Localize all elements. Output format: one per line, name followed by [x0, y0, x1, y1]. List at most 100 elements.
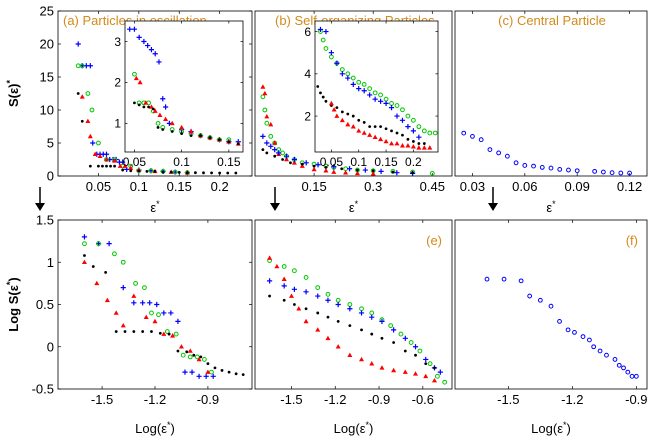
panel-a-inset-xtick-label: 0.1 — [173, 155, 190, 169]
panel-f-point — [587, 337, 592, 343]
panel-b-point — [264, 114, 270, 119]
panel-b-point — [261, 148, 265, 152]
panel-b-point — [356, 168, 359, 172]
panel-e-title: (e) — [426, 233, 442, 248]
panel-c-point — [539, 165, 545, 170]
panel-b-point — [268, 134, 274, 139]
panel-b-inset-point — [416, 124, 422, 130]
panel-d-point — [234, 372, 238, 376]
panel-e-point — [392, 341, 396, 344]
panel-d-point — [158, 331, 162, 335]
panel-b-point — [324, 166, 328, 169]
panel-d-point — [170, 333, 176, 338]
panel-b-inset-point — [416, 145, 422, 150]
panel-a-point — [169, 170, 173, 174]
panel-a-inset-point — [133, 101, 136, 105]
panel-f-point — [633, 373, 639, 379]
panel-d-point — [154, 301, 160, 308]
panel-f-point — [597, 348, 603, 354]
panel-d-point — [104, 297, 110, 303]
panel-e-point — [413, 371, 419, 376]
panel-f-point — [621, 365, 626, 371]
panel-a-point — [101, 164, 104, 168]
panel-c-point — [461, 130, 467, 136]
panel-b-point — [268, 121, 274, 127]
panel-e-point — [325, 297, 331, 303]
panel-a-inset-point — [161, 128, 165, 131]
panel-b-inset-point — [361, 81, 367, 87]
panel-c-title: (c) Central Particle — [498, 13, 606, 28]
panel-b-inset-point — [399, 117, 406, 123]
panel-b-point — [340, 167, 344, 171]
panel-a-inset-point — [208, 136, 212, 140]
panel-d-point — [120, 323, 126, 328]
panel-b-inset-point — [368, 125, 372, 129]
panel-a-ytick-label: 10 — [40, 103, 54, 118]
panel-d-point — [123, 330, 127, 333]
panel-d-point — [220, 369, 224, 372]
panel-d-point — [143, 314, 149, 319]
panel-b-inset-xtick-label: 0.2 — [405, 155, 422, 169]
panel-d-point — [210, 373, 216, 379]
panel-d-point — [205, 369, 211, 374]
panel-a-inset-point — [143, 100, 149, 105]
panel-d-point — [196, 356, 202, 362]
panel-b-point — [276, 150, 282, 156]
panel-b-xlabel: ε* — [349, 199, 359, 215]
panel-a-point — [92, 151, 98, 157]
panel-b-inset-point — [345, 75, 351, 81]
panel-b-xtick-label: 0.3 — [364, 179, 382, 194]
panel-c-series-blue — [461, 130, 632, 176]
panel-b-point — [346, 166, 353, 172]
panel-e-point — [268, 294, 271, 298]
panel-a-inset-point — [131, 26, 138, 32]
panel-a-point — [129, 169, 133, 173]
panel-d-point — [164, 329, 170, 334]
panel-b-inset-point — [320, 37, 326, 43]
panel-b-series-black — [261, 148, 414, 175]
panel-b-inset-point — [422, 142, 426, 145]
panel-a-ytick-label: 25 — [40, 4, 54, 19]
panel-b-inset-series-black — [316, 85, 426, 145]
panel-f-point — [572, 329, 577, 335]
panel-b-point — [299, 163, 305, 168]
panel-b-inset-point — [356, 128, 362, 133]
panel-c-point — [478, 137, 484, 143]
panel-d-ytick-label: 0 — [47, 339, 54, 354]
panel-b-inset-point — [328, 100, 334, 106]
panel-b-point — [291, 156, 297, 163]
panel-d-xtick-label: -0.9 — [197, 392, 219, 407]
panel-f-point — [557, 319, 562, 324]
panel-c-xtick-label: 0.06 — [512, 179, 537, 194]
panel-d-point — [178, 344, 184, 349]
panel-b-inset-point — [378, 92, 384, 98]
panel-e-point — [388, 323, 394, 329]
panel-c-point — [627, 170, 632, 176]
panel-d-point — [132, 330, 136, 333]
panel-b-point — [291, 160, 297, 165]
panel-a-point — [88, 164, 92, 168]
panel-d-point — [168, 310, 174, 316]
panel-a-point — [109, 164, 112, 168]
panel-e-point — [304, 307, 308, 311]
panel-b-point — [315, 162, 321, 168]
panel-e-point — [423, 373, 429, 379]
panel-d-xtick-label: -1.5 — [91, 392, 113, 407]
panel-a-inset-point — [148, 104, 154, 109]
panel-b-inset-frame — [314, 20, 439, 153]
panel-b-inset-point — [345, 121, 351, 127]
panel-b-inset-point — [410, 144, 416, 149]
panel-b-inset-point — [350, 124, 356, 129]
panel-d-point — [161, 331, 167, 336]
panel-d-point — [213, 366, 217, 370]
panel-b-inset-ytick-label: 4 — [304, 67, 311, 81]
panel-e-point — [274, 263, 280, 269]
panel-b-point — [323, 168, 329, 173]
panel-e-point — [369, 314, 375, 320]
panel-b-point — [371, 169, 375, 173]
panel-a-inset-point — [142, 105, 146, 109]
panel-d-point — [142, 285, 147, 291]
panel-b-inset-point — [373, 125, 377, 129]
panel-b-inset-point — [321, 95, 325, 99]
panel-b-inset-point — [412, 140, 415, 143]
